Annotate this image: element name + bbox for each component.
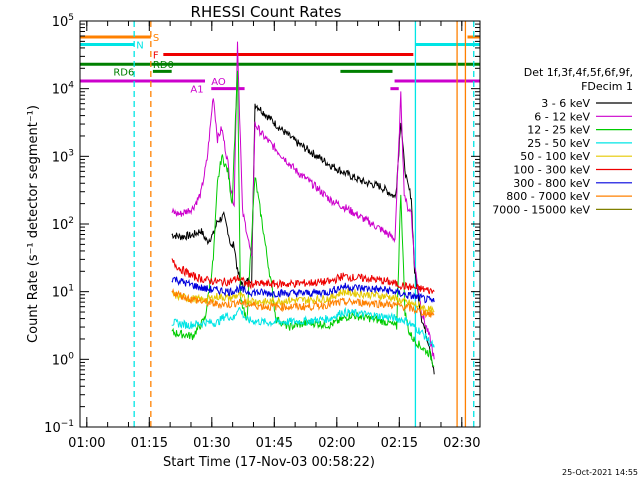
legend-label: 300 - 800 keV bbox=[513, 177, 590, 190]
legend-label: 12 - 25 keV bbox=[527, 124, 590, 137]
x-tick-label: 01:45 bbox=[256, 436, 293, 451]
chart-title: RHESSI Count Rates bbox=[191, 3, 342, 21]
legend-label: 800 - 7000 keV bbox=[506, 190, 590, 203]
y-tick-label: 102 bbox=[52, 216, 74, 233]
series-line bbox=[171, 41, 435, 360]
series-line bbox=[171, 276, 435, 304]
legend-label: 25 - 50 keV bbox=[527, 137, 590, 150]
legend-label: 3 - 6 keV bbox=[541, 97, 590, 110]
x-tick-label: 01:30 bbox=[193, 436, 230, 451]
flag-label: F bbox=[153, 50, 159, 61]
flag-label: AO bbox=[211, 77, 226, 88]
x-tick-label: 02:00 bbox=[318, 436, 355, 451]
flag-label: RD0 bbox=[153, 60, 174, 71]
flag-label: N bbox=[136, 40, 143, 51]
series-line bbox=[171, 306, 435, 348]
x-tick-label: 02:30 bbox=[443, 436, 480, 451]
legend-title: FDecim 1 bbox=[581, 80, 633, 93]
x-tick-label: 01:00 bbox=[68, 436, 105, 451]
flag-label: RD6 bbox=[113, 67, 134, 78]
flag-label: S bbox=[153, 33, 159, 44]
series-line bbox=[171, 258, 435, 295]
legend-label: 100 - 300 keV bbox=[513, 164, 590, 177]
series-line bbox=[171, 287, 435, 315]
x-tick-label: 02:15 bbox=[381, 436, 418, 451]
legend-label: 6 - 12 keV bbox=[534, 110, 590, 123]
x-tick-label: 01:15 bbox=[131, 436, 168, 451]
date-stamp: 25-Oct-2021 14:55 bbox=[562, 468, 638, 477]
series-line bbox=[171, 70, 435, 367]
legend-label: 50 - 100 keV bbox=[520, 150, 590, 163]
y-tick-label: 105 bbox=[52, 13, 74, 30]
series-line bbox=[171, 288, 435, 319]
x-axis-label: Start Time (17-Nov-03 00:58:22) bbox=[163, 455, 375, 470]
y-axis-label: Count Rate (s⁻¹ detector segment⁻¹) bbox=[26, 105, 41, 343]
series-lines bbox=[171, 41, 435, 375]
flag-label: A1 bbox=[190, 85, 203, 96]
y-tick-label: 103 bbox=[52, 148, 74, 165]
legend-title: Det 1f,3f,4f,5f,6f,9f, bbox=[524, 66, 633, 79]
y-tick-label: 10−1 bbox=[44, 419, 74, 436]
y-tick-label: 101 bbox=[52, 284, 74, 301]
y-tick-label: 100 bbox=[52, 351, 75, 368]
y-tick-label: 104 bbox=[52, 81, 75, 98]
legend: Det 1f,3f,4f,5f,6f,9f,FDecim 1 3 - 6 keV6… bbox=[492, 66, 633, 216]
x-axis: 01:00 01:15 01:30 01:45 02:00 02:15 02:30 bbox=[68, 21, 481, 451]
legend-label: 7000 - 15000 keV bbox=[492, 203, 590, 216]
y-axis: 10−1 100 101 102 103 104 105 bbox=[44, 13, 480, 436]
